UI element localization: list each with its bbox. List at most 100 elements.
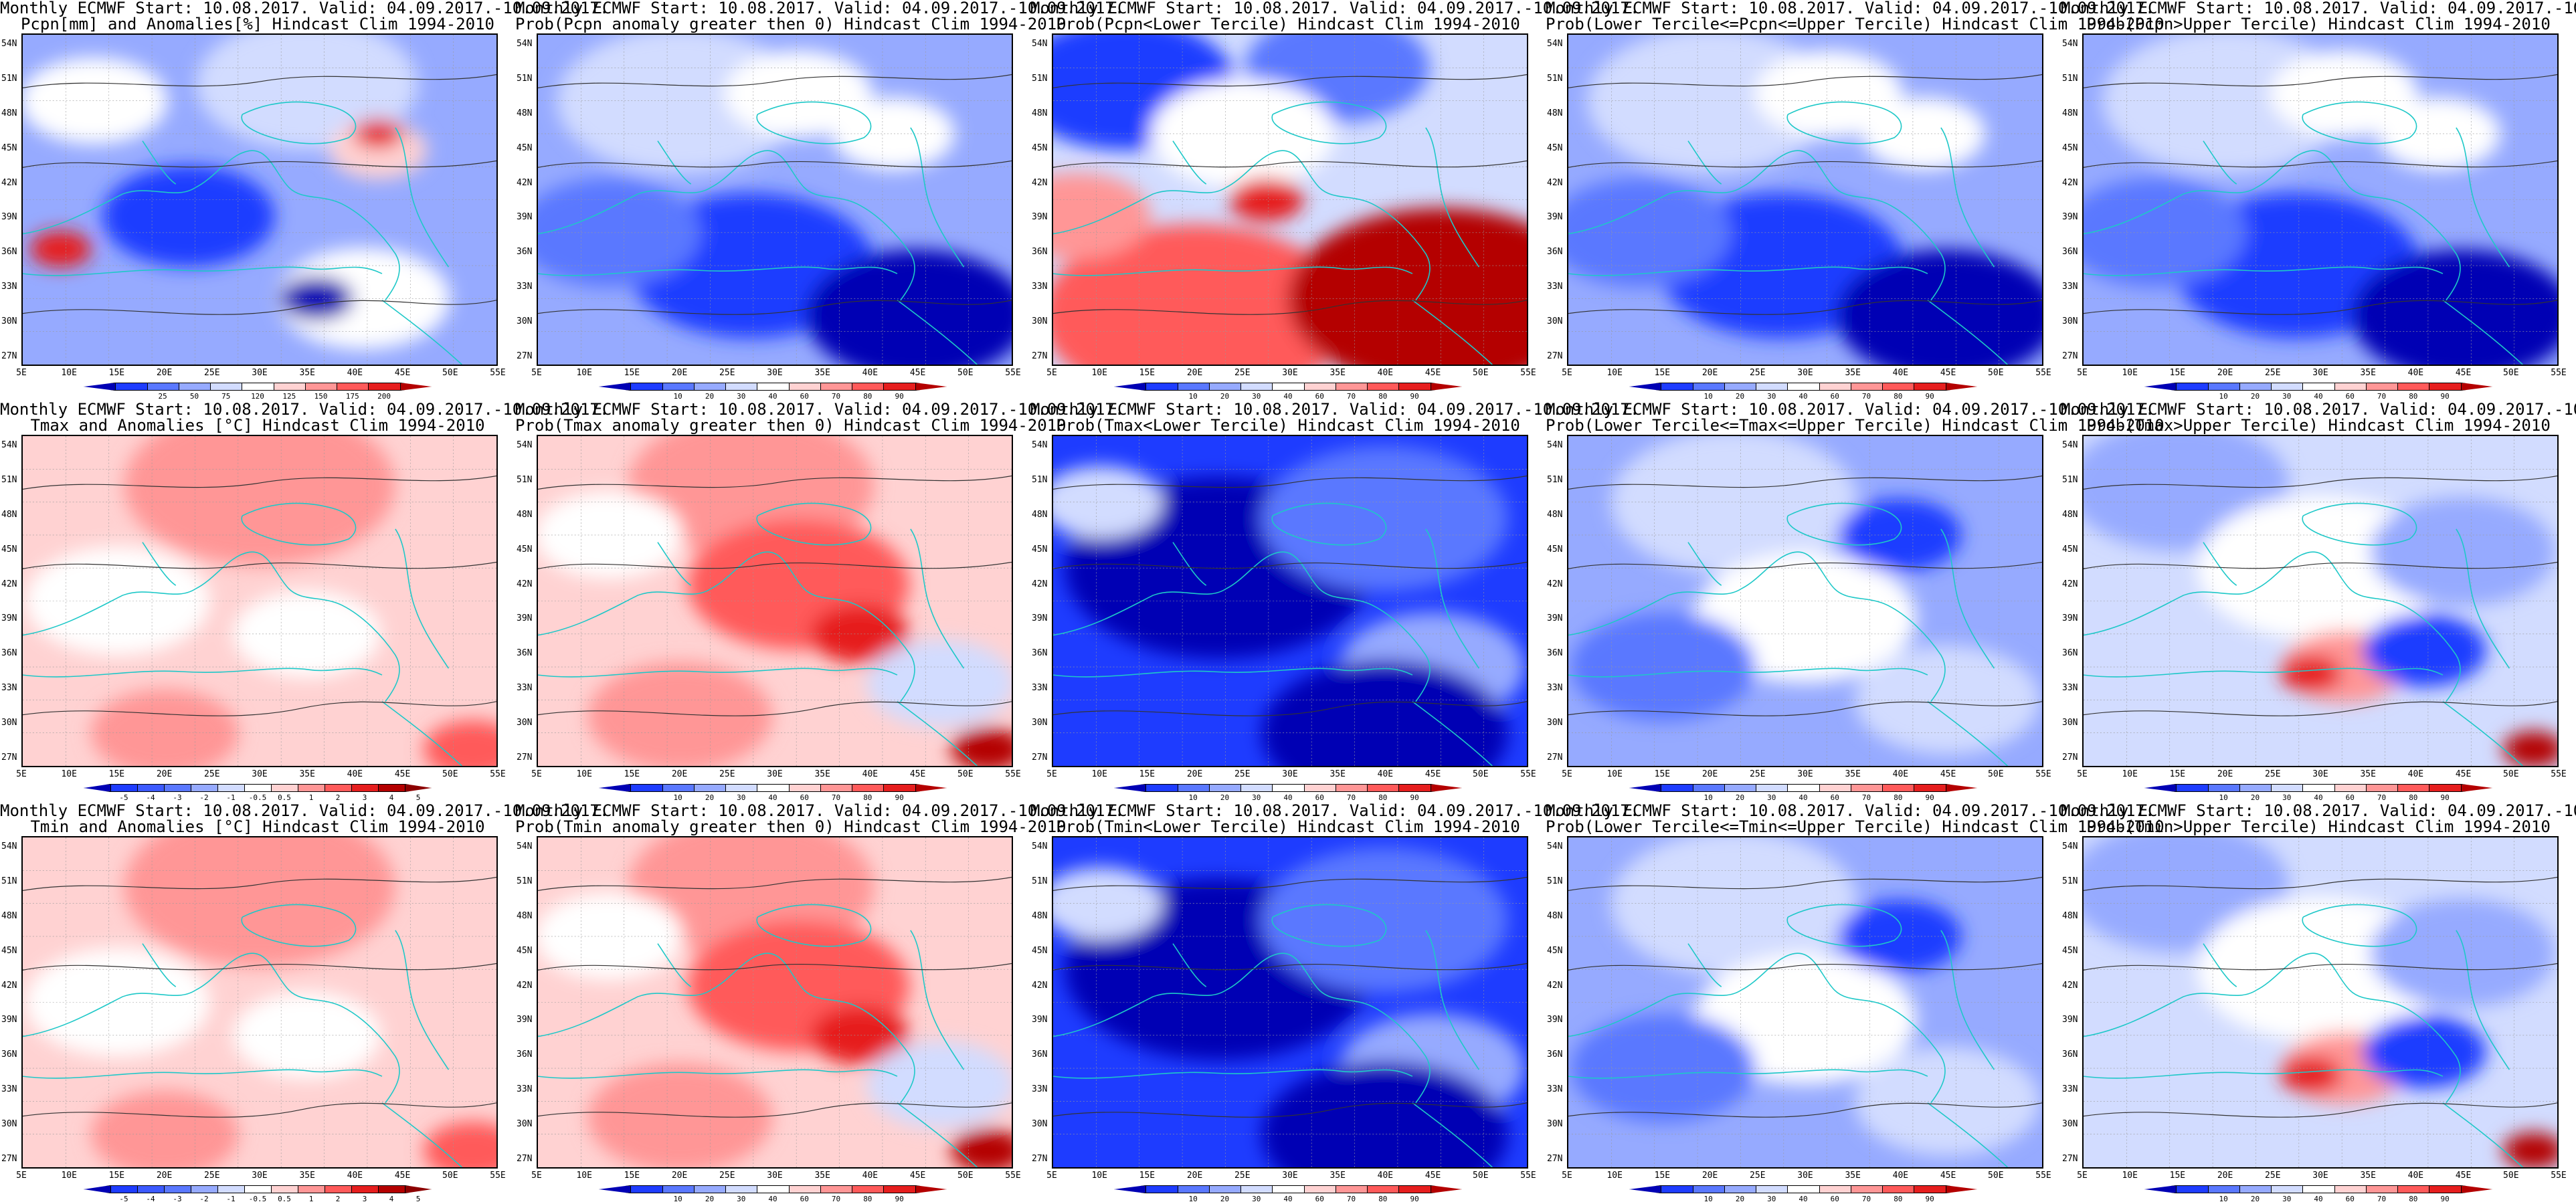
colorbar-tick-label: 20 xyxy=(1735,1195,1745,1203)
colorbar-segment xyxy=(1430,784,1462,792)
coastline xyxy=(381,1102,462,1167)
longitude-label: 35E xyxy=(1845,368,1861,378)
colorbar-tick-label: 80 xyxy=(1894,1195,1903,1203)
colorbar-tick-label: -4 xyxy=(146,1195,155,1203)
longitude-label: 45E xyxy=(2455,368,2472,378)
longitude-label: 20E xyxy=(671,368,688,378)
coastline xyxy=(1053,551,1431,702)
latitude-label: 51N xyxy=(1032,876,1048,886)
field-patch xyxy=(90,1090,239,1167)
colorbar-tick-label: 80 xyxy=(2409,392,2418,401)
latitude-label: 33N xyxy=(2062,1084,2078,1095)
field-patch xyxy=(2280,655,2342,692)
field-patch xyxy=(2370,898,2555,1007)
contour-line xyxy=(2084,160,2557,168)
colorbar-segment xyxy=(1945,1185,1977,1193)
colorbar-tick-label: -5 xyxy=(119,1195,128,1203)
latitude-label: 27N xyxy=(1,752,17,763)
latitude-label: 33N xyxy=(517,282,533,292)
colorbar xyxy=(1114,1185,1462,1193)
longitude-label: 45E xyxy=(1940,1171,1956,1181)
latitude-label: 42N xyxy=(1032,177,1048,188)
field-patch xyxy=(1568,178,1732,288)
colorbar-segment xyxy=(1787,784,1819,792)
colorbar-segment xyxy=(1303,784,1336,792)
colorbar-tick-label: 60 xyxy=(2345,1195,2355,1203)
colorbar-segment xyxy=(788,784,820,792)
colorbar-tick-label: 75 xyxy=(221,392,231,401)
panel-title-line1: Monthly ECMWF Start: 10.08.2017. Valid: … xyxy=(515,0,1125,17)
field-patch xyxy=(124,837,395,967)
coastline xyxy=(2442,1102,2523,1167)
colorbar-segment xyxy=(788,1185,820,1193)
latitude-label: 27N xyxy=(517,752,533,763)
map-area xyxy=(1567,435,2043,767)
field-patch xyxy=(1261,660,1508,766)
field-patch xyxy=(1570,612,1756,722)
colorbar-tick-label: 60 xyxy=(800,1195,809,1203)
field-patch xyxy=(2351,249,2557,365)
latitude-label: 39N xyxy=(1,212,17,223)
longitude-label: 40E xyxy=(2407,1171,2424,1181)
latitude-label: 42N xyxy=(1547,177,1563,188)
colorbar-segment xyxy=(2334,1185,2366,1193)
colorbar-segment xyxy=(191,784,217,792)
map-area xyxy=(2082,33,2559,366)
colorbar-segment xyxy=(1819,1185,1851,1193)
longitude-label: 15E xyxy=(624,1171,640,1181)
colorbar-tick-label: 30 xyxy=(2282,793,2292,802)
latitude-label: 27N xyxy=(1547,1154,1563,1164)
colorbar-segment xyxy=(2397,383,2429,391)
colorbar-tick-label: 3 xyxy=(362,793,367,802)
coastline xyxy=(1940,930,1995,1070)
panel-title-line2: Tmax and Anomalies [°C] Hindcast Clim 19… xyxy=(30,416,485,435)
latitude-label: 42N xyxy=(1,579,17,589)
colorbar-segment xyxy=(630,784,662,792)
coastline xyxy=(1172,943,1207,987)
contour-line xyxy=(23,300,496,315)
colorbar-tick-label: 2 xyxy=(335,1195,341,1203)
contour-line xyxy=(23,701,496,716)
longitude-label: 40E xyxy=(1892,1171,1909,1181)
panel-title-line1: Monthly ECMWF Start: 10.08.2017. Valid: … xyxy=(1546,801,2155,820)
latitude-label: 39N xyxy=(1547,613,1563,624)
map-field xyxy=(1568,436,2042,766)
contour-line xyxy=(1568,561,2042,569)
colorbar-tick-label: 60 xyxy=(2345,793,2355,802)
colorbar-segment xyxy=(2429,784,2461,792)
longitude-label: 25E xyxy=(1234,368,1251,378)
latitude-label: 48N xyxy=(1032,509,1048,520)
longitude-label: 40E xyxy=(862,368,879,378)
longitude-label: 55E xyxy=(1520,368,1536,378)
map-panel: Monthly ECMWF Start: 10.08.2017. Valid: … xyxy=(1030,0,1639,401)
longitude-label: 15E xyxy=(624,769,640,779)
latitude-label: 48N xyxy=(1,108,17,118)
coastline xyxy=(2084,1069,2444,1079)
latitude-label: 54N xyxy=(1,440,17,450)
coastline xyxy=(2084,266,2444,276)
latitude-label: 54N xyxy=(2062,841,2078,851)
colorbar-tick-label: 10 xyxy=(673,793,682,802)
latitude-label: 30N xyxy=(2062,316,2078,327)
longitude-label: 20E xyxy=(671,769,688,779)
field-patch xyxy=(1053,224,1350,365)
longitude-label: 35E xyxy=(814,1171,830,1181)
longitude-label: 15E xyxy=(1654,769,1671,779)
coastline xyxy=(538,150,915,301)
map-field xyxy=(23,35,496,365)
latitude-label: 48N xyxy=(1547,910,1563,921)
colorbar-segment xyxy=(84,784,110,792)
panel-title-line2: Pcpn[mm] and Anomalies[%] Hindcast Clim … xyxy=(20,15,494,33)
colorbar-segment xyxy=(1819,784,1851,792)
colorbar-segment xyxy=(2429,1185,2461,1193)
latitude-label: 48N xyxy=(1032,910,1048,921)
contour-line xyxy=(2084,74,2557,88)
coastline xyxy=(756,904,872,947)
coastline xyxy=(395,127,450,268)
map-field xyxy=(538,837,1012,1167)
longitude-label: 50E xyxy=(2503,769,2519,779)
latitude-label: 45N xyxy=(1547,945,1563,956)
colorbar-tick-label: 60 xyxy=(1830,1195,1839,1203)
longitude-label: 5E xyxy=(16,1171,27,1181)
latitude-label: 30N xyxy=(1547,1119,1563,1130)
